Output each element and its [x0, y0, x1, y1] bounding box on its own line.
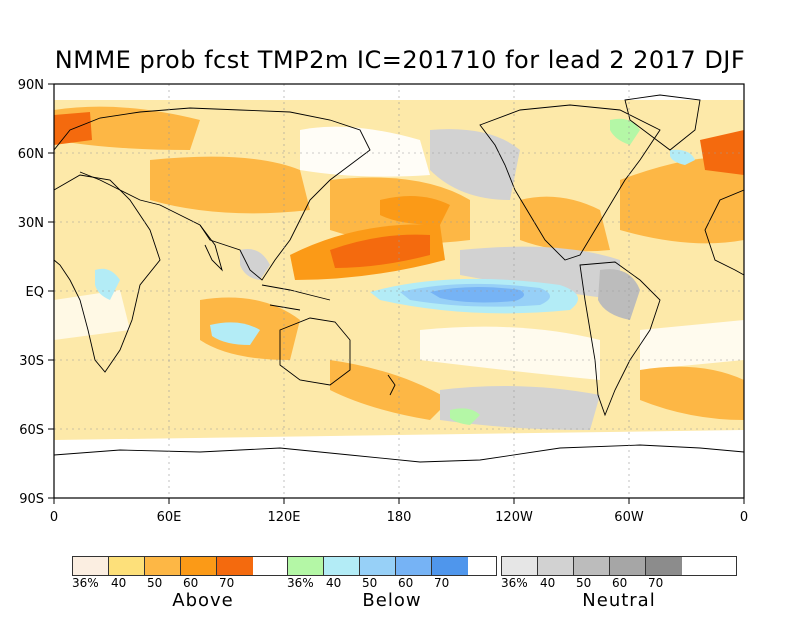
- legend-swatch: [217, 557, 253, 575]
- lat-label: 90S: [19, 492, 44, 507]
- legend-tick: 70: [434, 576, 450, 590]
- legend-tick: 60: [612, 576, 628, 590]
- legend-tick: 70: [219, 576, 235, 590]
- legend-tick: 50: [147, 576, 163, 590]
- legend-swatch: [73, 557, 109, 575]
- lon-label: 120E: [267, 510, 300, 525]
- lat-label: 60N: [18, 147, 44, 162]
- legend-tick: 70: [648, 576, 664, 590]
- legend-caption: Neutral: [582, 590, 656, 611]
- lat-label: 30S: [19, 354, 44, 369]
- legend-swatch: [145, 557, 181, 575]
- legend-swatch: [538, 557, 574, 575]
- legend-swatch: [396, 557, 432, 575]
- legend-tick: 40: [111, 576, 127, 590]
- lon-label: 60E: [157, 510, 182, 525]
- legend-swatch: [432, 557, 468, 575]
- legend-tick: 60: [183, 576, 199, 590]
- legend-swatch: [181, 557, 217, 575]
- legend-below: 36% 40 50 60 70 Below: [287, 556, 497, 611]
- legend-neutral: 36% 40 50 60 70 Neutral: [501, 556, 737, 611]
- legend-tick: 50: [576, 576, 592, 590]
- legend-swatch: [610, 557, 646, 575]
- graticule: [54, 84, 744, 498]
- lon-labels: 0 60E 120E 180 120W 60W 0: [50, 510, 748, 525]
- lon-label: 180: [387, 510, 412, 525]
- legend-tick: 40: [540, 576, 556, 590]
- legend-swatch: [574, 557, 610, 575]
- lat-label: 60S: [19, 423, 44, 438]
- lat-label: 90N: [18, 78, 44, 93]
- legend-swatch: [109, 557, 145, 575]
- legend-swatch: [324, 557, 360, 575]
- legend-swatch: [502, 557, 538, 575]
- legend-swatch: [646, 557, 682, 575]
- lon-label: 120W: [495, 510, 533, 525]
- lon-label: 0: [50, 510, 58, 525]
- legend-colorbar: [501, 556, 737, 576]
- legend-swatch: [288, 557, 324, 575]
- legend-tick: 40: [326, 576, 342, 590]
- legend-tick: 36%: [72, 576, 99, 590]
- legend-tick: 36%: [287, 576, 314, 590]
- legend-tick: 36%: [501, 576, 528, 590]
- lat-labels: 90N 60N 30N EQ 30S 60S 90S: [18, 78, 44, 507]
- legend-colorbar: [72, 556, 334, 576]
- lon-label: 60W: [614, 510, 644, 525]
- legend-caption: Below: [362, 590, 422, 611]
- legend-colorbar: [287, 556, 497, 576]
- map-title: NMME prob fcst TMP2m IC=201710 for lead …: [54, 46, 746, 74]
- lat-label: EQ: [26, 285, 44, 300]
- lat-label: 30N: [18, 216, 44, 231]
- lon-label: 0: [740, 510, 748, 525]
- legend-tick: 50: [362, 576, 378, 590]
- legend-caption: Above: [172, 590, 234, 611]
- legend-swatch: [360, 557, 396, 575]
- legend-tick: 60: [398, 576, 414, 590]
- legend-above: 36% 40 50 60 70 Above: [72, 556, 334, 611]
- coastlines: [54, 94, 744, 463]
